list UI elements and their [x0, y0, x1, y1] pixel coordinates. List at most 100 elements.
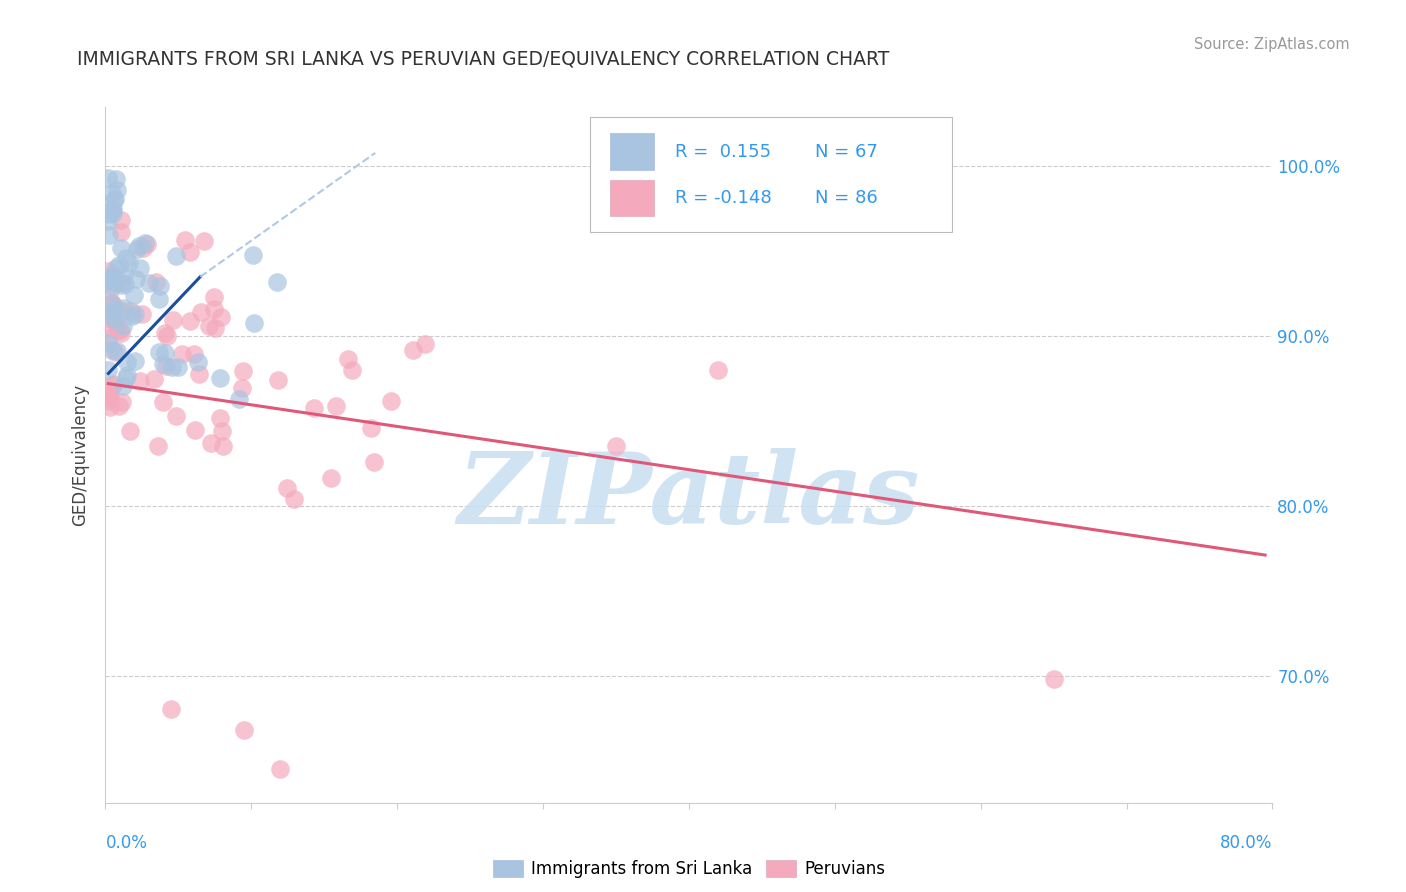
Point — [208, 371, 231, 385]
Point — [112, 268, 135, 283]
Point — [112, 319, 135, 334]
Point — [101, 296, 124, 310]
Point — [97, 336, 120, 351]
Point — [111, 395, 134, 409]
Point — [413, 336, 436, 351]
Point — [131, 307, 153, 321]
Point — [105, 260, 128, 275]
Point — [98, 207, 121, 221]
Point — [156, 329, 179, 343]
Text: 0.0%: 0.0% — [105, 834, 148, 852]
Point — [233, 723, 256, 737]
Point — [118, 256, 141, 270]
Point — [101, 202, 124, 216]
Point — [605, 439, 627, 453]
Bar — [610, 134, 654, 169]
Point — [211, 424, 233, 438]
Text: R =  0.155: R = 0.155 — [675, 143, 770, 161]
Point — [136, 236, 159, 251]
Point — [101, 378, 124, 392]
Point — [160, 359, 183, 374]
Point — [98, 268, 121, 283]
Point — [103, 275, 125, 289]
Point — [104, 344, 127, 359]
Point — [100, 271, 122, 285]
Point — [242, 248, 264, 262]
Point — [193, 234, 215, 248]
Point — [200, 436, 222, 450]
Point — [152, 357, 174, 371]
Point — [101, 273, 124, 287]
Point — [134, 236, 156, 251]
Point — [401, 343, 423, 358]
Point — [115, 355, 138, 369]
Point — [302, 401, 325, 415]
Point — [108, 323, 131, 337]
Point — [100, 278, 122, 293]
Text: ZIPatlas: ZIPatlas — [458, 449, 920, 545]
Point — [155, 359, 177, 374]
Point — [101, 186, 124, 200]
Point — [148, 344, 170, 359]
Y-axis label: GED/Equivalency: GED/Equivalency — [72, 384, 90, 526]
Point — [105, 343, 128, 358]
Point — [100, 308, 122, 322]
Point — [179, 245, 201, 260]
Text: N = 86: N = 86 — [815, 189, 877, 207]
Point — [183, 346, 205, 360]
Point — [115, 368, 138, 383]
Point — [118, 424, 141, 438]
Point — [198, 318, 221, 333]
Point — [104, 192, 127, 206]
Point — [103, 313, 125, 327]
Point — [129, 260, 152, 275]
Point — [228, 392, 250, 406]
Point — [111, 303, 134, 318]
Point — [101, 343, 124, 357]
Point — [98, 393, 121, 408]
Point — [101, 269, 124, 284]
Point — [110, 241, 132, 255]
Point — [162, 313, 184, 327]
Point — [325, 399, 347, 413]
Point — [145, 276, 167, 290]
Point — [107, 323, 129, 337]
Point — [209, 310, 232, 325]
Point — [337, 351, 360, 366]
Point — [107, 258, 129, 272]
Point — [100, 202, 122, 217]
Text: IMMIGRANTS FROM SRI LANKA VS PERUVIAN GED/EQUIVALENCY CORRELATION CHART: IMMIGRANTS FROM SRI LANKA VS PERUVIAN GE… — [77, 49, 890, 68]
Point — [148, 292, 170, 306]
Point — [170, 346, 193, 360]
Point — [276, 481, 298, 495]
Point — [231, 381, 253, 395]
Point — [1042, 672, 1064, 686]
Point — [98, 228, 121, 243]
Point — [103, 270, 125, 285]
Point — [101, 206, 124, 220]
Point — [165, 249, 187, 263]
Point — [138, 276, 160, 290]
Point — [122, 288, 145, 302]
Point — [129, 374, 152, 388]
Point — [110, 326, 132, 340]
Point — [96, 264, 118, 278]
Point — [112, 301, 135, 316]
Point — [179, 314, 201, 328]
Point — [155, 326, 177, 340]
Point — [96, 274, 118, 288]
Point — [98, 400, 121, 414]
Point — [167, 360, 190, 375]
Point — [190, 305, 212, 319]
Legend: Immigrants from Sri Lanka, Peruvians: Immigrants from Sri Lanka, Peruvians — [486, 854, 891, 885]
Point — [97, 331, 120, 345]
Point — [187, 355, 209, 369]
Point — [187, 367, 209, 381]
Point — [110, 225, 132, 239]
Point — [98, 383, 121, 397]
Point — [101, 376, 124, 391]
Point — [98, 389, 121, 403]
Point — [267, 373, 290, 387]
Point — [165, 409, 187, 423]
Point — [100, 320, 122, 334]
